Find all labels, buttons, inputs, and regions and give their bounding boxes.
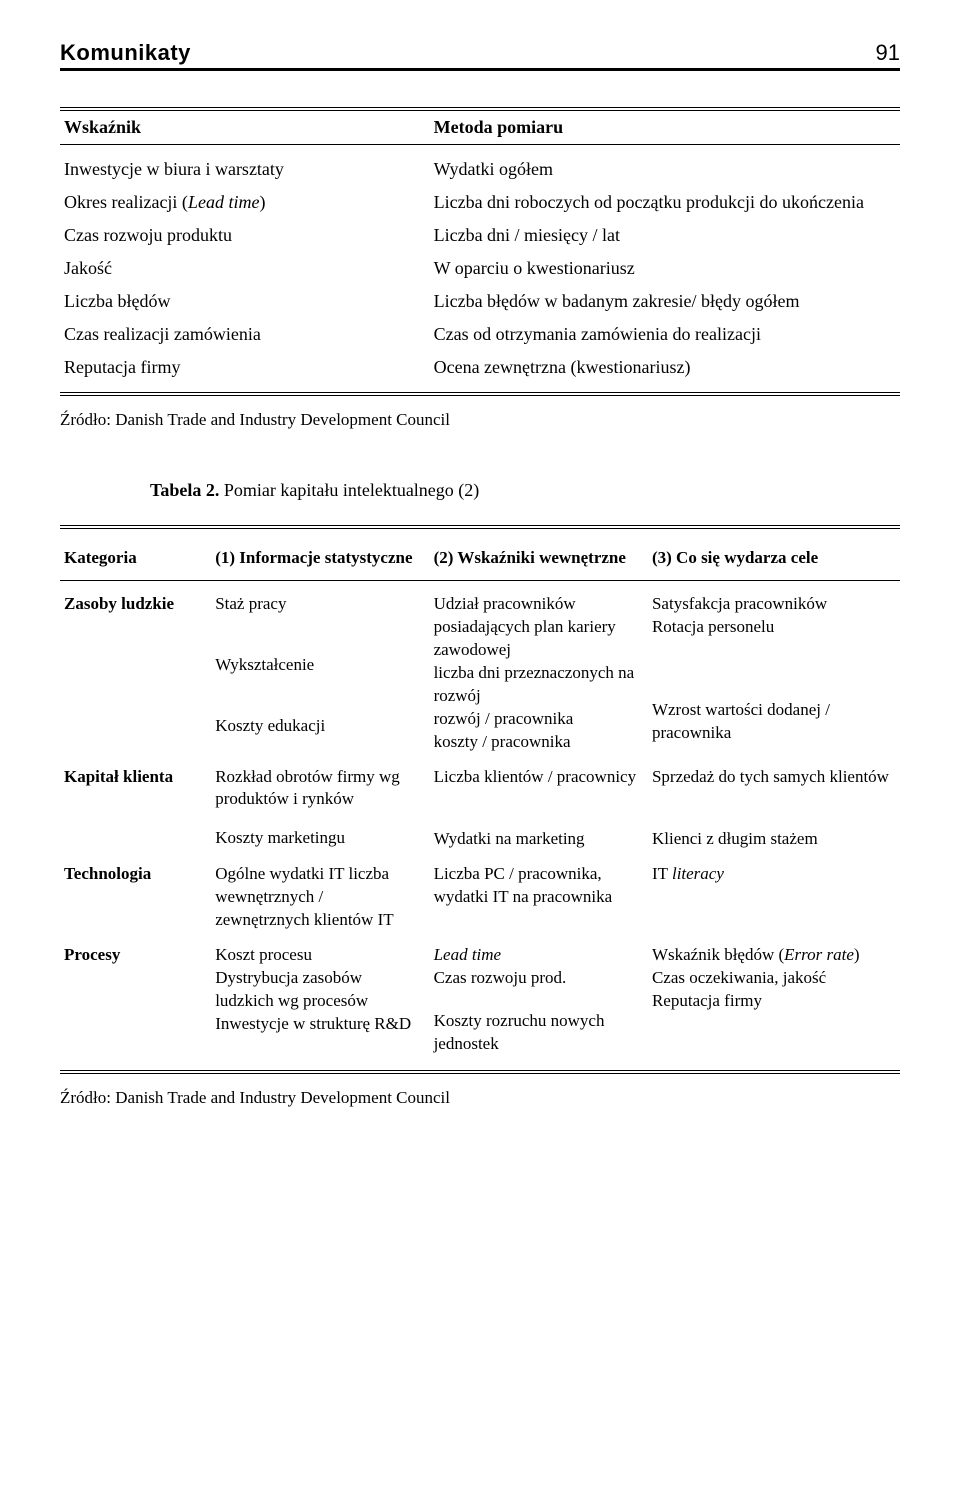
t2-col-header-0: Kategoria bbox=[60, 527, 211, 580]
t2-line: Reputacja firmy bbox=[652, 990, 890, 1013]
t2-line: Wskaźnik błędów (Error rate) bbox=[652, 944, 890, 967]
table-row: Zasoby ludzkie Staż pracy Wykształcenie … bbox=[60, 580, 900, 759]
table2-caption: Tabela 2. Pomiar kapitału intelektualneg… bbox=[150, 480, 900, 501]
t2-text-ital: literacy bbox=[672, 864, 724, 883]
table1-source: Źródło: Danish Trade and Industry Develo… bbox=[60, 410, 900, 430]
t1-col-header-1: Metoda pomiaru bbox=[430, 109, 900, 145]
table-row: Inwestycje w biura i warsztaty Wydatki o… bbox=[60, 145, 900, 187]
t2-cell: IT literacy bbox=[648, 857, 900, 938]
t1-cell: Czas od otrzymania zamówienia do realiza… bbox=[430, 318, 900, 351]
t2-cell: Liczba klientów / pracownicy Wydatki na … bbox=[430, 760, 648, 858]
t2-line: Sprzedaż do tych samych klientów bbox=[652, 766, 890, 789]
t2-line: Inwestycje w strukturę R&D bbox=[215, 1013, 419, 1036]
t2-category: Technologia bbox=[60, 857, 211, 938]
t1-cell: Liczba dni / miesięcy / lat bbox=[430, 219, 900, 252]
t2-line: Dystrybucja zasobów ludzkich wg procesów bbox=[215, 967, 419, 1013]
table2-source: Źródło: Danish Trade and Industry Develo… bbox=[60, 1088, 900, 1108]
t1-cell: Liczba błędów bbox=[60, 285, 430, 318]
t1-cell: Jakość bbox=[60, 252, 430, 285]
t2-line: Klienci z długim stażem bbox=[652, 828, 890, 851]
t2-col-header-2: (2) Wskaźniki wewnętrzne bbox=[430, 527, 648, 580]
t2-line-ital: Lead time bbox=[434, 944, 638, 967]
t2-line: Koszty rozruchu nowych jednostek bbox=[434, 1010, 638, 1056]
t2-line: Wydatki na marketing bbox=[434, 828, 638, 851]
t2-cell: Lead time Czas rozwoju prod. Koszty rozr… bbox=[430, 938, 648, 1072]
t1-cell: Czas realizacji zamówienia bbox=[60, 318, 430, 351]
t2-line: Satysfakcja pracowników bbox=[652, 593, 890, 616]
t2-line: Czas oczekiwania, jakość bbox=[652, 967, 890, 990]
table-row: Czas rozwoju produktu Liczba dni / miesi… bbox=[60, 219, 900, 252]
t2-cell: Rozkład obrotów firmy wg produktów i ryn… bbox=[211, 760, 429, 858]
t1-col-header-0: Wskaźnik bbox=[60, 109, 430, 145]
t2-category: Procesy bbox=[60, 938, 211, 1072]
header-page-number: 91 bbox=[876, 40, 900, 66]
t2-line: Staż pracy bbox=[215, 593, 419, 616]
t2-line: rozwój / pracownika bbox=[434, 708, 638, 731]
t2-text: IT bbox=[652, 864, 672, 883]
t2-cell: Satysfakcja pracowników Rotacja personel… bbox=[648, 580, 900, 759]
t2-line: Liczba klientów / pracownicy bbox=[434, 766, 638, 789]
t2-cell: Ogólne wydatki IT liczba wewnętrznych / … bbox=[211, 857, 429, 938]
t2-line: Wykształcenie bbox=[215, 654, 419, 677]
table-row: Reputacja firmy Ocena zewnętrzna (kwesti… bbox=[60, 351, 900, 394]
t2-text-ital: Error rate bbox=[784, 945, 854, 964]
table-kapital-intelektualny: Kategoria (1) Informacje statystyczne (2… bbox=[60, 525, 900, 1074]
t1-cell: Czas rozwoju produktu bbox=[60, 219, 430, 252]
t2-category: Kapitał klienta bbox=[60, 760, 211, 858]
t2-line: Koszt procesu bbox=[215, 944, 419, 967]
t2-cell: Staż pracy Wykształcenie Koszty edukacji bbox=[211, 580, 429, 759]
t2-col-header-3: (3) Co się wydarza cele bbox=[648, 527, 900, 580]
t2-col-header-1: (1) Informacje statystyczne bbox=[211, 527, 429, 580]
t2-text: ) bbox=[854, 945, 860, 964]
t2-cell: Koszt procesu Dystrybucja zasobów ludzki… bbox=[211, 938, 429, 1072]
t2-line: Rotacja personelu bbox=[652, 616, 890, 639]
t2-line: Udział pracowników posiadających plan ka… bbox=[434, 593, 638, 662]
caption-bold: Tabela 2. bbox=[150, 480, 219, 500]
t2-line: Czas rozwoju prod. bbox=[434, 967, 638, 990]
t2-cell: Sprzedaż do tych samych klientów Klienci… bbox=[648, 760, 900, 858]
t2-line: Koszty edukacji bbox=[215, 715, 419, 738]
page-header: Komunikaty 91 bbox=[60, 40, 900, 71]
t2-cell: Wskaźnik błędów (Error rate) Czas oczeki… bbox=[648, 938, 900, 1072]
t1-cell: Reputacja firmy bbox=[60, 351, 430, 394]
t1-cell: W oparciu o kwestionariusz bbox=[430, 252, 900, 285]
t2-cell: Liczba PC / pracownika, wydatki IT na pr… bbox=[430, 857, 648, 938]
t2-text: Wskaźnik błędów ( bbox=[652, 945, 784, 964]
t1-cell: Ocena zewnętrzna (kwestionariusz) bbox=[430, 351, 900, 394]
table-row: Liczba błędów Liczba błędów w badanym za… bbox=[60, 285, 900, 318]
t1-text: ) bbox=[259, 192, 265, 212]
t1-cell: Inwestycje w biura i warsztaty bbox=[60, 145, 430, 187]
t2-cell: Udział pracowników posiadających plan ka… bbox=[430, 580, 648, 759]
t1-text: Okres realizacji ( bbox=[64, 192, 188, 212]
table-row: Czas realizacji zamówienia Czas od otrzy… bbox=[60, 318, 900, 351]
table-row: Kapitał klienta Rozkład obrotów firmy wg… bbox=[60, 760, 900, 858]
caption-rest: Pomiar kapitału intelektualnego (2) bbox=[219, 480, 479, 500]
header-title: Komunikaty bbox=[60, 40, 191, 66]
table-wskaznik-metoda: Wskaźnik Metoda pomiaru Inwestycje w biu… bbox=[60, 107, 900, 396]
table-row: Procesy Koszt procesu Dystrybucja zasobó… bbox=[60, 938, 900, 1072]
t2-category: Zasoby ludzkie bbox=[60, 580, 211, 759]
t2-line: Rozkład obrotów firmy wg produktów i ryn… bbox=[215, 766, 419, 812]
t2-line: liczba dni przeznaczonych na rozwój bbox=[434, 662, 638, 708]
table-row: Technologia Ogólne wydatki IT liczba wew… bbox=[60, 857, 900, 938]
table-row: Okres realizacji (Lead time) Liczba dni … bbox=[60, 186, 900, 219]
t1-cell: Liczba błędów w badanym zakresie/ błędy … bbox=[430, 285, 900, 318]
t2-line: koszty / pracownika bbox=[434, 731, 638, 754]
t2-line: Koszty marketingu bbox=[215, 827, 419, 850]
t1-cell: Liczba dni roboczych od początku produkc… bbox=[430, 186, 900, 219]
t1-cell: Wydatki ogółem bbox=[430, 145, 900, 187]
t1-text-ital: Lead time bbox=[188, 192, 260, 212]
t2-line: Wzrost wartości dodanej / pracownika bbox=[652, 699, 890, 745]
table-row: Jakość W oparciu o kwestionariusz bbox=[60, 252, 900, 285]
t1-cell: Okres realizacji (Lead time) bbox=[60, 186, 430, 219]
